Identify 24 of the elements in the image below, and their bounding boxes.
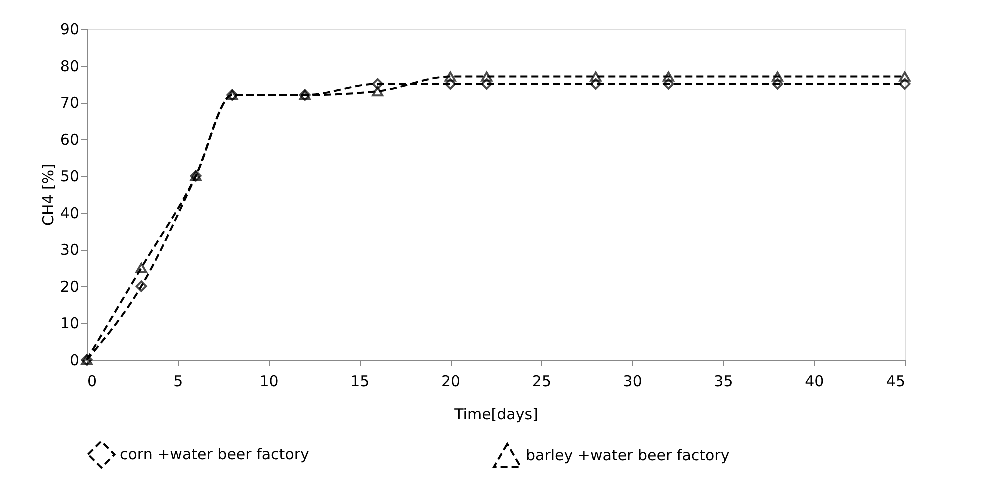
legend-label: corn +water beer factory <box>120 446 310 464</box>
y-tick-label: 90 <box>60 20 80 38</box>
x-tick-label: 15 <box>350 372 370 390</box>
x-tick-label: 5 <box>174 372 184 390</box>
x-axis-title: Time[days] <box>454 406 538 424</box>
y-tick-label: 20 <box>60 278 80 296</box>
x-tick-label: 20 <box>442 372 461 390</box>
x-tick-label: 25 <box>532 372 552 390</box>
x-tick-label: 35 <box>714 372 734 390</box>
x-tick-label: 30 <box>623 372 642 390</box>
x-tick-label: 0 <box>88 372 98 390</box>
x-tick-label: 10 <box>260 372 279 390</box>
x-tick-label: 45 <box>886 372 906 390</box>
y-tick-label: 10 <box>60 314 80 333</box>
y-tick-label: 70 <box>60 94 80 112</box>
legend-label: barley +water beer factory <box>526 446 730 465</box>
y-tick-label: 60 <box>60 130 80 149</box>
y-tick-label: 40 <box>60 204 80 222</box>
x-tick-label: 40 <box>805 372 824 390</box>
y-tick-label: 80 <box>60 57 80 76</box>
y-axis-title: CH4 [%] <box>39 164 58 226</box>
y-tick-label: 50 <box>60 168 80 186</box>
y-tick-label: 0 <box>70 352 80 370</box>
y-tick-label: 30 <box>60 241 80 260</box>
